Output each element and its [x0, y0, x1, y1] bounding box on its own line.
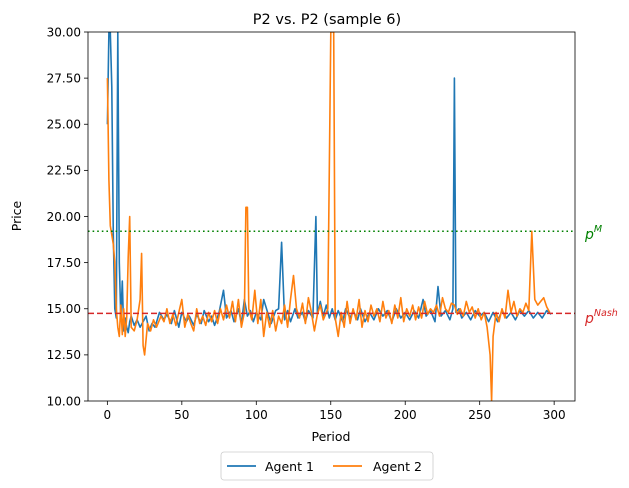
y-tick-label: 15.00: [47, 302, 81, 316]
y-axis-label: Price: [9, 200, 24, 231]
y-tick-label: 25.00: [47, 118, 81, 132]
y-tick-label: 12.50: [47, 348, 81, 362]
legend: Agent 1 Agent 2: [220, 451, 434, 481]
y-tick-label: 30.00: [47, 25, 81, 39]
series-layer: [106, 32, 552, 401]
y-tick-label: 17.50: [47, 256, 81, 270]
x-tick-label: 100: [245, 408, 268, 422]
p-monopoly-main: p: [584, 227, 594, 243]
x-tick-label: 250: [468, 408, 491, 422]
p-nash-label: pNash: [584, 308, 618, 327]
p-monopoly-label: pM: [584, 224, 602, 243]
y-tick-label: 22.50: [47, 164, 81, 178]
p-monopoly-sup: M: [594, 224, 602, 235]
x-axis-label: Period: [312, 429, 351, 444]
y-tick-label: 20.00: [47, 210, 81, 224]
y-axis-ticks: 10.00 12.50 15.00 17.50 20.00 22.50 25.00 27.50…: [47, 25, 88, 408]
x-axis-ticks: 0 50 100 150 200 250 300: [104, 401, 566, 422]
series-line-agent-2: [106, 32, 551, 401]
x-tick-label: 50: [174, 408, 189, 422]
x-tick-label: 150: [319, 408, 342, 422]
legend-label-agent-1: Agent 1: [265, 459, 314, 474]
x-tick-label: 0: [104, 408, 112, 422]
p-nash-sup: Nash: [594, 308, 618, 319]
y-tick-label: 27.50: [47, 71, 81, 85]
p-nash-main: p: [584, 311, 594, 327]
legend-box: [220, 451, 434, 481]
x-tick-label: 300: [543, 408, 566, 422]
x-tick-label: 200: [394, 408, 417, 422]
plot-frame: [87, 31, 576, 402]
y-tick-label: 10.00: [47, 394, 81, 408]
chart-title: P2 vs. P2 (sample 6): [253, 12, 401, 28]
reference-lines: [88, 230, 575, 315]
legend-label-agent-2: Agent 2: [373, 459, 422, 474]
